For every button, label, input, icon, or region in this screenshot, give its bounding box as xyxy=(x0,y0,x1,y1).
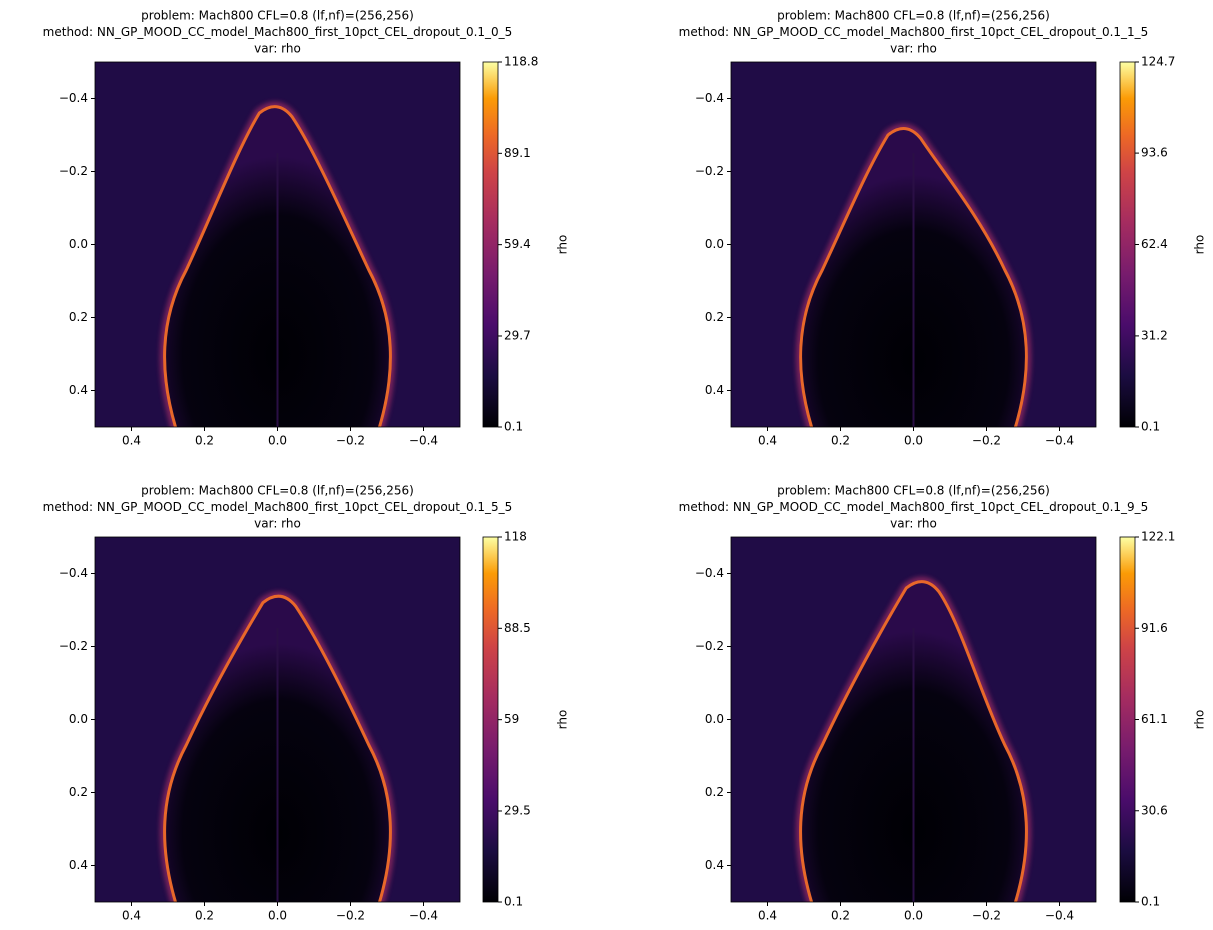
colorbar-tick-label: 89.1 xyxy=(504,146,531,160)
x-tick-label: 0.4 xyxy=(758,434,777,448)
panel: problem: Mach800 CFL=0.8 (lf,nf)=(256,25… xyxy=(679,9,1207,448)
y-tick-label: −0.2 xyxy=(59,639,88,653)
x-tick-label: 0.4 xyxy=(122,434,141,448)
colorbar-tick-label: 59.4 xyxy=(504,237,531,251)
y-tick-label: −0.2 xyxy=(695,164,724,178)
panel-title: method: NN_GP_MOOD_CC_model_Mach800_firs… xyxy=(679,25,1149,39)
x-tick-label: −0.2 xyxy=(972,909,1001,923)
colorbar-tick-label: 62.4 xyxy=(1141,237,1168,251)
colorbar xyxy=(482,536,499,903)
colorbar-tick-label: 88.5 xyxy=(504,621,531,635)
y-tick-label: 0.2 xyxy=(705,785,724,799)
panel-title: problem: Mach800 CFL=0.8 (lf,nf)=(256,25… xyxy=(141,9,414,23)
x-tick-label: 0.0 xyxy=(268,909,287,923)
colorbar-tick-label: 118 xyxy=(504,530,527,544)
panel-title: problem: Mach800 CFL=0.8 (lf,nf)=(256,25… xyxy=(141,484,414,498)
x-tick-label: −0.2 xyxy=(336,434,365,448)
x-tick-label: −0.4 xyxy=(409,434,438,448)
y-tick-label: 0.4 xyxy=(69,858,88,872)
y-tick-label: −0.4 xyxy=(695,566,724,580)
y-tick-label: 0.0 xyxy=(69,712,88,726)
panel-title: method: NN_GP_MOOD_CC_model_Mach800_firs… xyxy=(43,500,513,514)
colorbar-tick-label: 124.7 xyxy=(1141,55,1175,69)
panel-title: var: rho xyxy=(254,42,301,56)
panel-title: var: rho xyxy=(254,517,301,531)
colorbar-tick-label: 0.1 xyxy=(504,420,523,434)
panel-title: method: NN_GP_MOOD_CC_model_Mach800_firs… xyxy=(679,500,1149,514)
colorbar-tick-label: 59 xyxy=(504,712,519,726)
colorbar-tick-label: 0.1 xyxy=(1141,420,1160,434)
colorbar-tick-label: 122.1 xyxy=(1141,530,1175,544)
y-tick-label: 0.2 xyxy=(69,310,88,324)
panel-title: var: rho xyxy=(890,517,937,531)
colorbar-tick-label: 29.5 xyxy=(504,803,531,817)
colorbar-tick-label: 29.7 xyxy=(504,328,531,342)
y-tick-label: 0.0 xyxy=(705,237,724,251)
panel: problem: Mach800 CFL=0.8 (lf,nf)=(256,25… xyxy=(43,9,570,448)
heatmap-image xyxy=(731,62,1096,427)
x-tick-label: −0.4 xyxy=(1045,434,1074,448)
x-tick-label: 0.2 xyxy=(195,434,214,448)
colorbar-label: rho xyxy=(1193,710,1207,730)
x-tick-label: 0.0 xyxy=(268,434,287,448)
y-tick-label: −0.4 xyxy=(59,91,88,105)
colorbar-label: rho xyxy=(556,710,570,730)
y-tick-label: 0.0 xyxy=(705,712,724,726)
y-tick-label: 0.0 xyxy=(69,237,88,251)
colorbar-tick-label: 30.6 xyxy=(1141,803,1168,817)
y-tick-label: 0.4 xyxy=(705,858,724,872)
heatmap-image xyxy=(95,537,460,902)
heatmap-image xyxy=(731,537,1096,902)
y-tick-label: −0.2 xyxy=(695,639,724,653)
x-tick-label: −0.2 xyxy=(972,434,1001,448)
colorbar xyxy=(1119,61,1136,428)
y-tick-label: −0.2 xyxy=(59,164,88,178)
panel-title: problem: Mach800 CFL=0.8 (lf,nf)=(256,25… xyxy=(777,9,1050,23)
panel-title: method: NN_GP_MOOD_CC_model_Mach800_firs… xyxy=(43,25,513,39)
colorbar-tick-label: 0.1 xyxy=(1141,895,1160,909)
y-tick-label: −0.4 xyxy=(695,91,724,105)
colorbar xyxy=(482,61,499,428)
x-tick-label: 0.4 xyxy=(122,909,141,923)
colorbar-tick-label: 0.1 xyxy=(504,895,523,909)
panel-title: problem: Mach800 CFL=0.8 (lf,nf)=(256,25… xyxy=(777,484,1050,498)
y-tick-label: 0.2 xyxy=(705,310,724,324)
x-tick-label: 0.2 xyxy=(195,909,214,923)
x-tick-label: −0.2 xyxy=(336,909,365,923)
x-tick-label: 0.4 xyxy=(758,909,777,923)
panel-title: var: rho xyxy=(890,42,937,56)
x-tick-label: 0.0 xyxy=(904,909,923,923)
colorbar xyxy=(1119,536,1136,903)
colorbar-tick-label: 93.6 xyxy=(1141,146,1168,160)
x-tick-label: −0.4 xyxy=(409,909,438,923)
y-tick-label: −0.4 xyxy=(59,566,88,580)
heatmap-image xyxy=(95,62,460,427)
colorbar-label: rho xyxy=(556,235,570,255)
colorbar-tick-label: 91.6 xyxy=(1141,621,1168,635)
x-tick-label: 0.2 xyxy=(831,909,850,923)
colorbar-label: rho xyxy=(1193,235,1207,255)
y-tick-label: 0.2 xyxy=(69,785,88,799)
panel: problem: Mach800 CFL=0.8 (lf,nf)=(256,25… xyxy=(43,484,570,923)
colorbar-tick-label: 31.2 xyxy=(1141,328,1168,342)
colorbar-tick-label: 118.8 xyxy=(504,55,538,69)
y-tick-label: 0.4 xyxy=(69,383,88,397)
x-tick-label: 0.2 xyxy=(831,434,850,448)
x-tick-label: 0.0 xyxy=(904,434,923,448)
y-tick-label: 0.4 xyxy=(705,383,724,397)
panel: problem: Mach800 CFL=0.8 (lf,nf)=(256,25… xyxy=(679,484,1207,923)
colorbar-tick-label: 61.1 xyxy=(1141,712,1168,726)
x-tick-label: −0.4 xyxy=(1045,909,1074,923)
